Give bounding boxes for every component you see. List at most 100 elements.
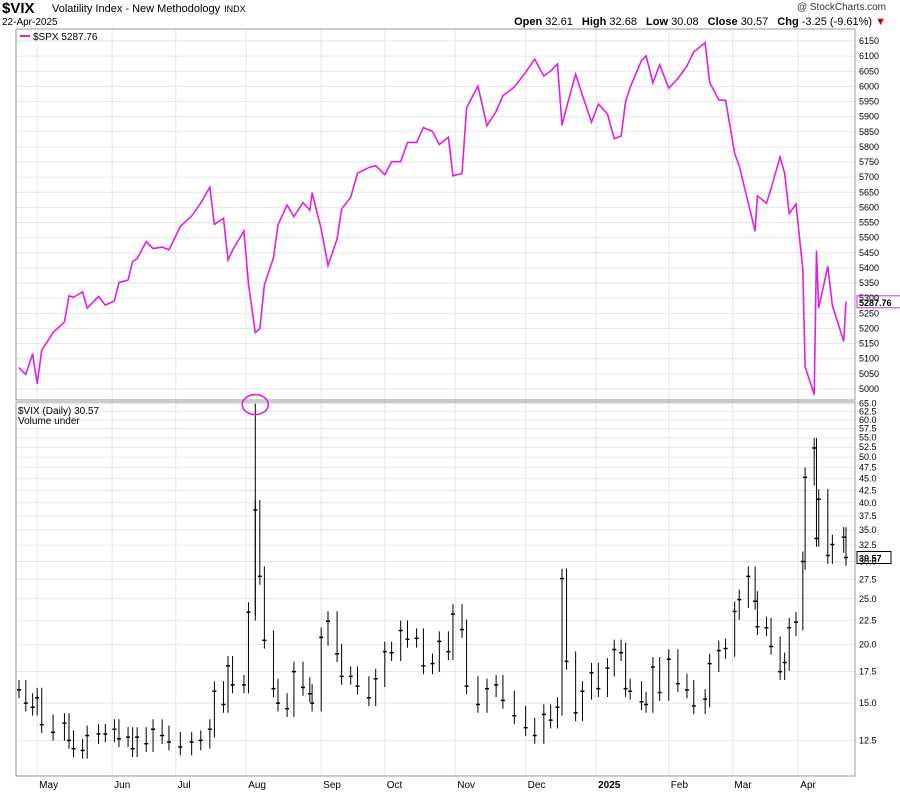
spx-point: [534, 58, 536, 60]
low-label: Low: [646, 16, 668, 28]
spx-y-tick-label: 5600: [859, 202, 879, 212]
spx-y-tick-label: 5950: [859, 97, 879, 107]
spx-point: [677, 77, 679, 80]
spx-y-tick-label: 5300: [859, 293, 879, 303]
vix-y-tick-label: 42.5: [859, 485, 877, 495]
spx-point: [815, 250, 818, 252]
spx-point: [550, 70, 552, 72]
spx-point: [161, 246, 163, 248]
spx-point: [747, 202, 749, 204]
spx-point: [581, 94, 584, 97]
spx-point: [52, 331, 54, 333]
spx-point: [788, 212, 790, 215]
spx-y-tick-label: 5250: [859, 308, 879, 318]
spx-point: [309, 209, 311, 211]
spx-point: [213, 223, 215, 225]
chart-security-name: Volatility Index - New Methodology INDX: [52, 3, 246, 15]
spx-point: [438, 143, 440, 146]
vix-y-tick-label: 25.0: [859, 594, 877, 604]
spx-point: [400, 161, 402, 163]
spx-point: [756, 195, 758, 197]
spx-point: [209, 186, 211, 188]
ohlc-summary: Open 32.61 High 32.68 Low 30.08 Close 30…: [508, 16, 886, 28]
spx-y-tick-label: 5750: [859, 157, 879, 167]
spx-point: [704, 42, 706, 44]
spx-y-tick-label: 5550: [859, 218, 879, 228]
spx-y-tick-label: 5650: [859, 187, 879, 197]
x-tick-label: Jul: [178, 780, 191, 791]
vix-legend-volume: Volume under: [18, 416, 80, 427]
chg-value: -3.25 (-9.61%): [801, 16, 873, 28]
spx-panel-frame: [15, 28, 856, 401]
spx-point: [765, 202, 768, 204]
spx-y-tick-label: 5150: [859, 339, 879, 349]
vix-last-value-box: [856, 550, 892, 564]
spx-point: [222, 217, 225, 219]
spx-point: [86, 307, 88, 309]
spx-point: [179, 225, 181, 228]
spx-point: [41, 349, 43, 352]
chart-date: 22-Apr-2025: [2, 17, 58, 28]
spx-point: [431, 130, 434, 133]
spx-point: [131, 260, 134, 263]
spx-panel: $SPX 5287.76 5287.76: [18, 32, 900, 395]
vix-y-tick-label: 27.5: [859, 574, 877, 584]
spx-y-tick-label: 6150: [859, 36, 879, 46]
spx-point: [152, 247, 154, 250]
x-tick-label: Mar: [734, 780, 752, 791]
spx-point: [629, 86, 631, 88]
spx-point: [118, 281, 120, 284]
spx-point: [597, 103, 599, 105]
spx-point: [368, 166, 370, 169]
spx-point: [590, 121, 593, 123]
spx-point: [356, 172, 359, 174]
grid-lines: [16, 29, 855, 776]
spx-point: [804, 365, 806, 368]
vix-y-tick-label: 65.0: [859, 399, 877, 409]
spx-point: [802, 268, 804, 270]
stockcharts-brand: @ StockCharts.com: [796, 2, 886, 13]
spx-point: [606, 113, 609, 115]
spx-point: [784, 172, 786, 175]
spx-last-value-label: 5287.76: [859, 298, 892, 308]
vix-y-tick-label: 45.0: [859, 474, 877, 484]
x-tick-label: Apr: [800, 780, 816, 791]
spx-point: [827, 265, 829, 268]
spx-point: [465, 107, 468, 109]
spx-y-tick-label: 5800: [859, 142, 879, 152]
down-arrow-icon: ▼: [875, 16, 886, 28]
spx-point: [640, 59, 643, 61]
spx-point: [422, 126, 425, 129]
close-value: 30.57: [740, 16, 769, 28]
spx-point: [495, 110, 497, 113]
spx-point: [384, 174, 386, 176]
spx-point: [406, 141, 409, 143]
spx-y-tick-label: 5100: [859, 354, 879, 364]
spx-point: [415, 141, 418, 143]
spx-point: [375, 165, 377, 167]
vix-y-tick-label: 47.5: [859, 463, 877, 473]
close-label: Close: [707, 16, 738, 28]
high-value: 32.68: [609, 16, 637, 28]
spx-point: [127, 279, 129, 281]
spx-point: [391, 161, 393, 163]
spx-point: [668, 87, 670, 89]
spx-point: [168, 249, 170, 251]
spx-point: [659, 64, 661, 66]
spx-point: [82, 291, 84, 293]
vix-y-tick-label: 15.0: [859, 698, 877, 708]
spx-point: [561, 124, 563, 126]
spx-y-tick-label: 5850: [859, 127, 879, 137]
spx-point: [302, 201, 304, 204]
open-value: 32.61: [545, 16, 573, 28]
vix-y-tick-label: 40.0: [859, 498, 877, 508]
axes: 5000 5050 5100 5150 5200 5250 5300 5350 5400 5450…: [39, 36, 879, 791]
vix-y-tick-label: 57.5: [859, 424, 877, 434]
spx-point: [247, 283, 250, 285]
spx-point: [145, 241, 147, 243]
spx-point: [25, 373, 27, 376]
spx-y-tick-label: 5700: [859, 172, 879, 182]
spx-point: [724, 99, 727, 101]
x-tick-label: Nov: [457, 780, 475, 791]
